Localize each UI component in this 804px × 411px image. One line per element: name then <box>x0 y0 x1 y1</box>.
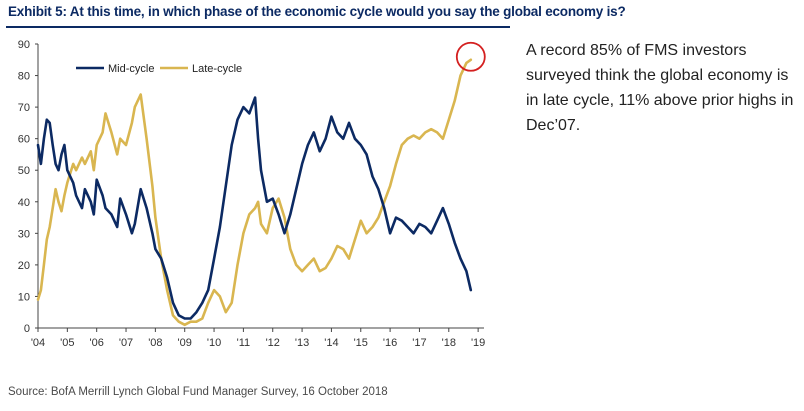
y-tick-label: 80 <box>18 71 30 83</box>
x-tick-label: '11 <box>237 337 251 349</box>
x-tick-label: '19 <box>471 337 485 349</box>
series-line-mid-cycle <box>36 96 473 320</box>
y-tick-label: 60 <box>18 134 30 146</box>
x-tick-label: '06 <box>90 337 104 349</box>
chart-axes <box>37 44 484 329</box>
title-underline <box>6 26 510 28</box>
highlight-circle <box>455 41 486 72</box>
line-chart: 0 10 20 30 40 50 60 70 80 90 '04 '05 '06 '07 '08 '09 '1… <box>18 39 486 349</box>
chart-legend: Mid-cycle Late-cycle <box>76 63 242 75</box>
highlight-circle-mark <box>455 41 486 72</box>
y-tick-label: 90 <box>18 39 30 51</box>
chart-title: Exhibit 5: At this time, in which phase … <box>8 4 626 19</box>
x-axis-ticks: '04 '05 '06 '07 '08 '09 '10 '11 '12 '13 '14 '15 '16 '… <box>31 328 485 349</box>
series-lines <box>36 58 473 327</box>
x-tick-label: '09 <box>178 337 192 349</box>
x-tick-label: '16 <box>383 337 397 349</box>
series-line-late-cycle <box>36 58 473 327</box>
x-tick-label: '12 <box>266 337 280 349</box>
x-tick-label: '10 <box>207 337 221 349</box>
x-tick-label: '17 <box>412 337 426 349</box>
y-tick-label: 50 <box>18 165 30 177</box>
y-tick-label: 30 <box>18 228 30 240</box>
x-tick-label: '18 <box>442 337 456 349</box>
x-tick-label: '14 <box>324 337 338 349</box>
y-tick-label: 70 <box>18 102 30 114</box>
legend-label: Mid-cycle <box>108 63 154 75</box>
y-axis-ticks: 0 10 20 30 40 50 60 70 80 90 <box>18 39 38 335</box>
legend-label: Late-cycle <box>192 63 242 75</box>
y-tick-label: 0 <box>24 323 30 335</box>
source-note: Source: BofA Merrill Lynch Global Fund M… <box>8 386 388 398</box>
annotation-text: A record 85% of FMS investors surveyed t… <box>526 42 794 134</box>
x-tick-label: '08 <box>148 337 162 349</box>
x-tick-label: '15 <box>354 337 368 349</box>
y-tick-label: 10 <box>18 291 30 303</box>
x-tick-label: '05 <box>60 337 74 349</box>
y-tick-label: 20 <box>18 260 30 272</box>
x-tick-label: '13 <box>295 337 309 349</box>
x-tick-label: '04 <box>31 337 45 349</box>
x-tick-label: '07 <box>119 337 133 349</box>
y-tick-label: 40 <box>18 197 30 209</box>
